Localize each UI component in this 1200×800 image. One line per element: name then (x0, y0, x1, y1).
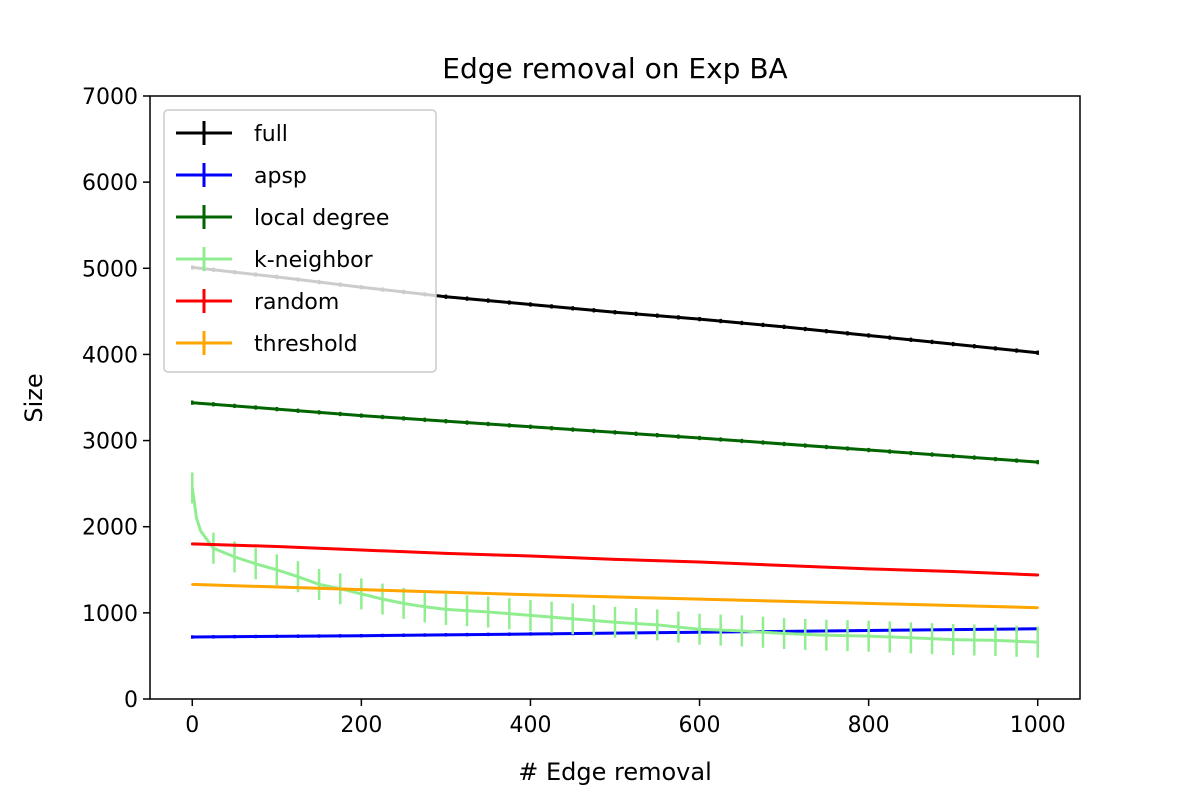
y-tick-label: 6000 (82, 171, 138, 196)
series-random (191, 542, 1039, 577)
legend-label: apsp (254, 164, 307, 189)
chart-title: Edge removal on Exp BA (442, 52, 787, 85)
legend-item: random (176, 289, 339, 315)
x-axis: 0 200 400 600 800 1000 (185, 699, 1066, 738)
x-tick-label: 400 (509, 713, 551, 738)
x-tick-label: 600 (679, 713, 721, 738)
plot-frame (149, 95, 1081, 700)
legend-label: threshold (254, 332, 358, 357)
y-axis: 0 1000 2000 3000 4000 5000 6000 7000 (82, 85, 150, 713)
y-tick-label: 3000 (82, 430, 138, 455)
y-tick-label: 4000 (82, 343, 138, 368)
legend-item: full (176, 121, 288, 147)
legend-item: local degree (176, 205, 389, 231)
x-tick-label: 800 (848, 713, 890, 738)
legend: full apsp local degree k-neighbor random thre… (163, 109, 437, 373)
y-tick-label: 2000 (82, 516, 138, 541)
x-tick-label: 1000 (1010, 713, 1066, 738)
y-tick-label: 1000 (82, 602, 138, 627)
legend-label: random (254, 290, 339, 315)
legend-label: local degree (254, 206, 389, 231)
x-tick-label: 0 (185, 713, 199, 738)
series-layer (190, 265, 1039, 658)
series-local-degree (191, 400, 1039, 465)
y-tick-label: 0 (124, 688, 138, 713)
legend-item: apsp (176, 163, 307, 189)
series-k-neighbor (190, 472, 1039, 658)
legend-item: k-neighbor (176, 247, 374, 273)
y-tick-label: 5000 (82, 257, 138, 282)
y-axis-label: Size (20, 373, 48, 422)
series-threshold (191, 582, 1039, 610)
y-tick-label: 7000 (82, 85, 138, 110)
legend-label: k-neighbor (254, 248, 374, 273)
x-tick-label: 200 (340, 713, 382, 738)
legend-label: full (254, 122, 288, 147)
legend-item: threshold (176, 331, 358, 357)
x-axis-label: # Edge removal (518, 758, 712, 786)
